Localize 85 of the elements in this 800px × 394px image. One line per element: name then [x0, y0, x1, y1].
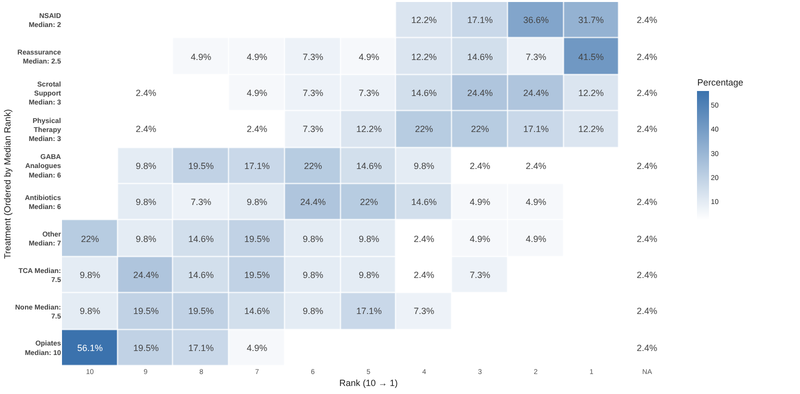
data-label: 17.1%	[188, 343, 214, 354]
data-label: 7.3%	[302, 124, 324, 134]
data-label: 14.6%	[188, 234, 214, 244]
data-label: 2.4%	[526, 161, 546, 172]
y-axis-title: Treatment (Ordered by Median Rank)	[2, 109, 12, 259]
data-label: 9.8%	[302, 234, 324, 244]
data-label: 31.7%	[578, 15, 604, 26]
data-label: 7.3%	[470, 270, 490, 280]
data-label: 2.4%	[636, 124, 658, 134]
data-label: 24.4%	[467, 88, 493, 98]
data-label: 24.4%	[133, 270, 159, 280]
data-label: 2.4%	[636, 343, 658, 354]
data-label: 12.2%	[578, 124, 604, 134]
data-label: 2.4%	[414, 234, 434, 244]
data-label: 19.5%	[188, 306, 214, 316]
data-label: 22%	[360, 197, 378, 208]
data-label: 12.2%	[411, 52, 437, 62]
data-label: 2.4%	[636, 197, 658, 208]
data-label: 2.4%	[136, 88, 156, 98]
data-label: 9.8%	[358, 234, 380, 244]
data-label: 9.8%	[136, 161, 156, 172]
data-label: 9.8%	[358, 270, 380, 280]
data-label: 17.1%	[523, 124, 549, 134]
data-label: 4.9%	[470, 197, 490, 208]
data-label: 2.4%	[414, 270, 434, 280]
data-label: 9.8%	[302, 306, 324, 316]
data-label: 4.9%	[246, 343, 268, 354]
data-label: 19.5%	[133, 343, 159, 354]
data-label: 2.4%	[636, 52, 658, 62]
data-label: 12.2%	[411, 15, 437, 26]
data-label: 9.8%	[302, 270, 324, 280]
data-label: 17.1%	[467, 15, 493, 26]
data-label: 19.5%	[244, 234, 270, 244]
data-label: 17.1%	[356, 306, 382, 316]
x-axis-title: Rank (10 → 1)	[339, 378, 398, 388]
data-label: 9.8%	[136, 234, 156, 244]
data-label: 24.4%	[523, 88, 549, 98]
data-label: 4.9%	[190, 52, 212, 62]
data-label: 24.4%	[300, 197, 326, 208]
data-label: 9.8%	[414, 161, 434, 172]
data-label: 9.8%	[80, 270, 100, 280]
data-label: 56.1%	[77, 343, 103, 354]
data-label: 4.9%	[470, 234, 490, 244]
data-label: 22%	[414, 124, 434, 134]
data-label: 14.6%	[244, 306, 270, 316]
data-label: 2.4%	[246, 124, 268, 134]
color-bar-title: Percentage	[697, 77, 744, 88]
data-label: 7.3%	[302, 88, 324, 98]
data-label: 2.4%	[636, 161, 658, 172]
data-label: 2.4%	[136, 124, 156, 134]
data-label: 7.3%	[526, 52, 546, 62]
data-label: 19.5%	[188, 161, 214, 172]
data-label: 22%	[80, 234, 100, 244]
data-label: 4.9%	[358, 52, 380, 62]
data-label: 19.5%	[133, 306, 159, 316]
data-label: 22%	[304, 161, 322, 172]
data-label: 2.4%	[470, 161, 490, 172]
data-label: 7.3%	[190, 197, 212, 208]
data-label: 41.5%	[578, 52, 604, 62]
data-label: 4.9%	[246, 52, 268, 62]
data-label: 7.3%	[414, 306, 434, 316]
data-label: 7.3%	[302, 52, 324, 62]
data-label: 2.4%	[636, 234, 658, 244]
data-label: 2.4%	[636, 15, 658, 26]
data-label: 2.4%	[636, 88, 658, 98]
data-label: 14.6%	[188, 270, 214, 280]
data-label: 19.5%	[244, 270, 270, 280]
data-label: 14.6%	[411, 88, 437, 98]
data-label: 2.4%	[636, 270, 658, 280]
data-label: 14.6%	[411, 197, 437, 208]
data-label: 12.2%	[578, 88, 604, 98]
data-label: 14.6%	[467, 52, 493, 62]
data-label: 9.8%	[246, 197, 268, 208]
data-label: 9.8%	[80, 306, 100, 316]
data-label: 9.8%	[136, 197, 156, 208]
data-label: 4.9%	[526, 234, 546, 244]
data-label: 4.9%	[526, 197, 546, 208]
data-label: 7.3%	[358, 88, 380, 98]
data-label: 12.2%	[356, 124, 382, 134]
data-label: 4.9%	[246, 88, 268, 98]
data-label: 22%	[470, 124, 490, 134]
data-label: 2.4%	[636, 306, 658, 316]
data-label: 36.6%	[523, 15, 549, 26]
data-label: 14.6%	[356, 161, 382, 172]
data-label: 17.1%	[244, 161, 270, 172]
